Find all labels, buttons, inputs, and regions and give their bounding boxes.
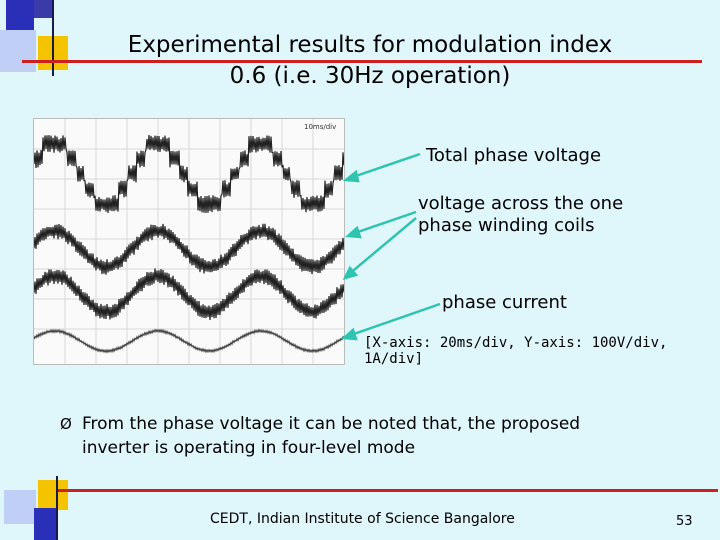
page-number: 53 — [676, 514, 693, 529]
bullet-line-2: inverter is operating in four-level mode — [82, 436, 620, 460]
label-winding-voltage: voltage across the one phase winding coi… — [418, 193, 623, 237]
label-phase-current: phase current — [442, 292, 567, 314]
bullet-arrow-icon: Ø — [60, 412, 72, 436]
arrow-phase-current — [348, 304, 440, 336]
arrow-winding-a — [352, 212, 416, 234]
bullet-point: Ø From the phase voltage it can be noted… — [60, 412, 620, 460]
label-total-phase-voltage: Total phase voltage — [426, 145, 601, 167]
bullet-line-1: From the phase voltage it can be noted t… — [82, 412, 620, 436]
label-winding-line-1: voltage across the one — [418, 193, 623, 215]
label-winding-line-2: phase winding coils — [418, 215, 623, 237]
footer-text: CEDT, Indian Institute of Science Bangal… — [210, 511, 515, 527]
arrow-total-voltage — [350, 154, 420, 178]
arrow-winding-b — [348, 218, 416, 275]
label-axis-note: [X-axis: 20ms/div, Y-axis: 100V/div, 1A/… — [364, 335, 720, 367]
